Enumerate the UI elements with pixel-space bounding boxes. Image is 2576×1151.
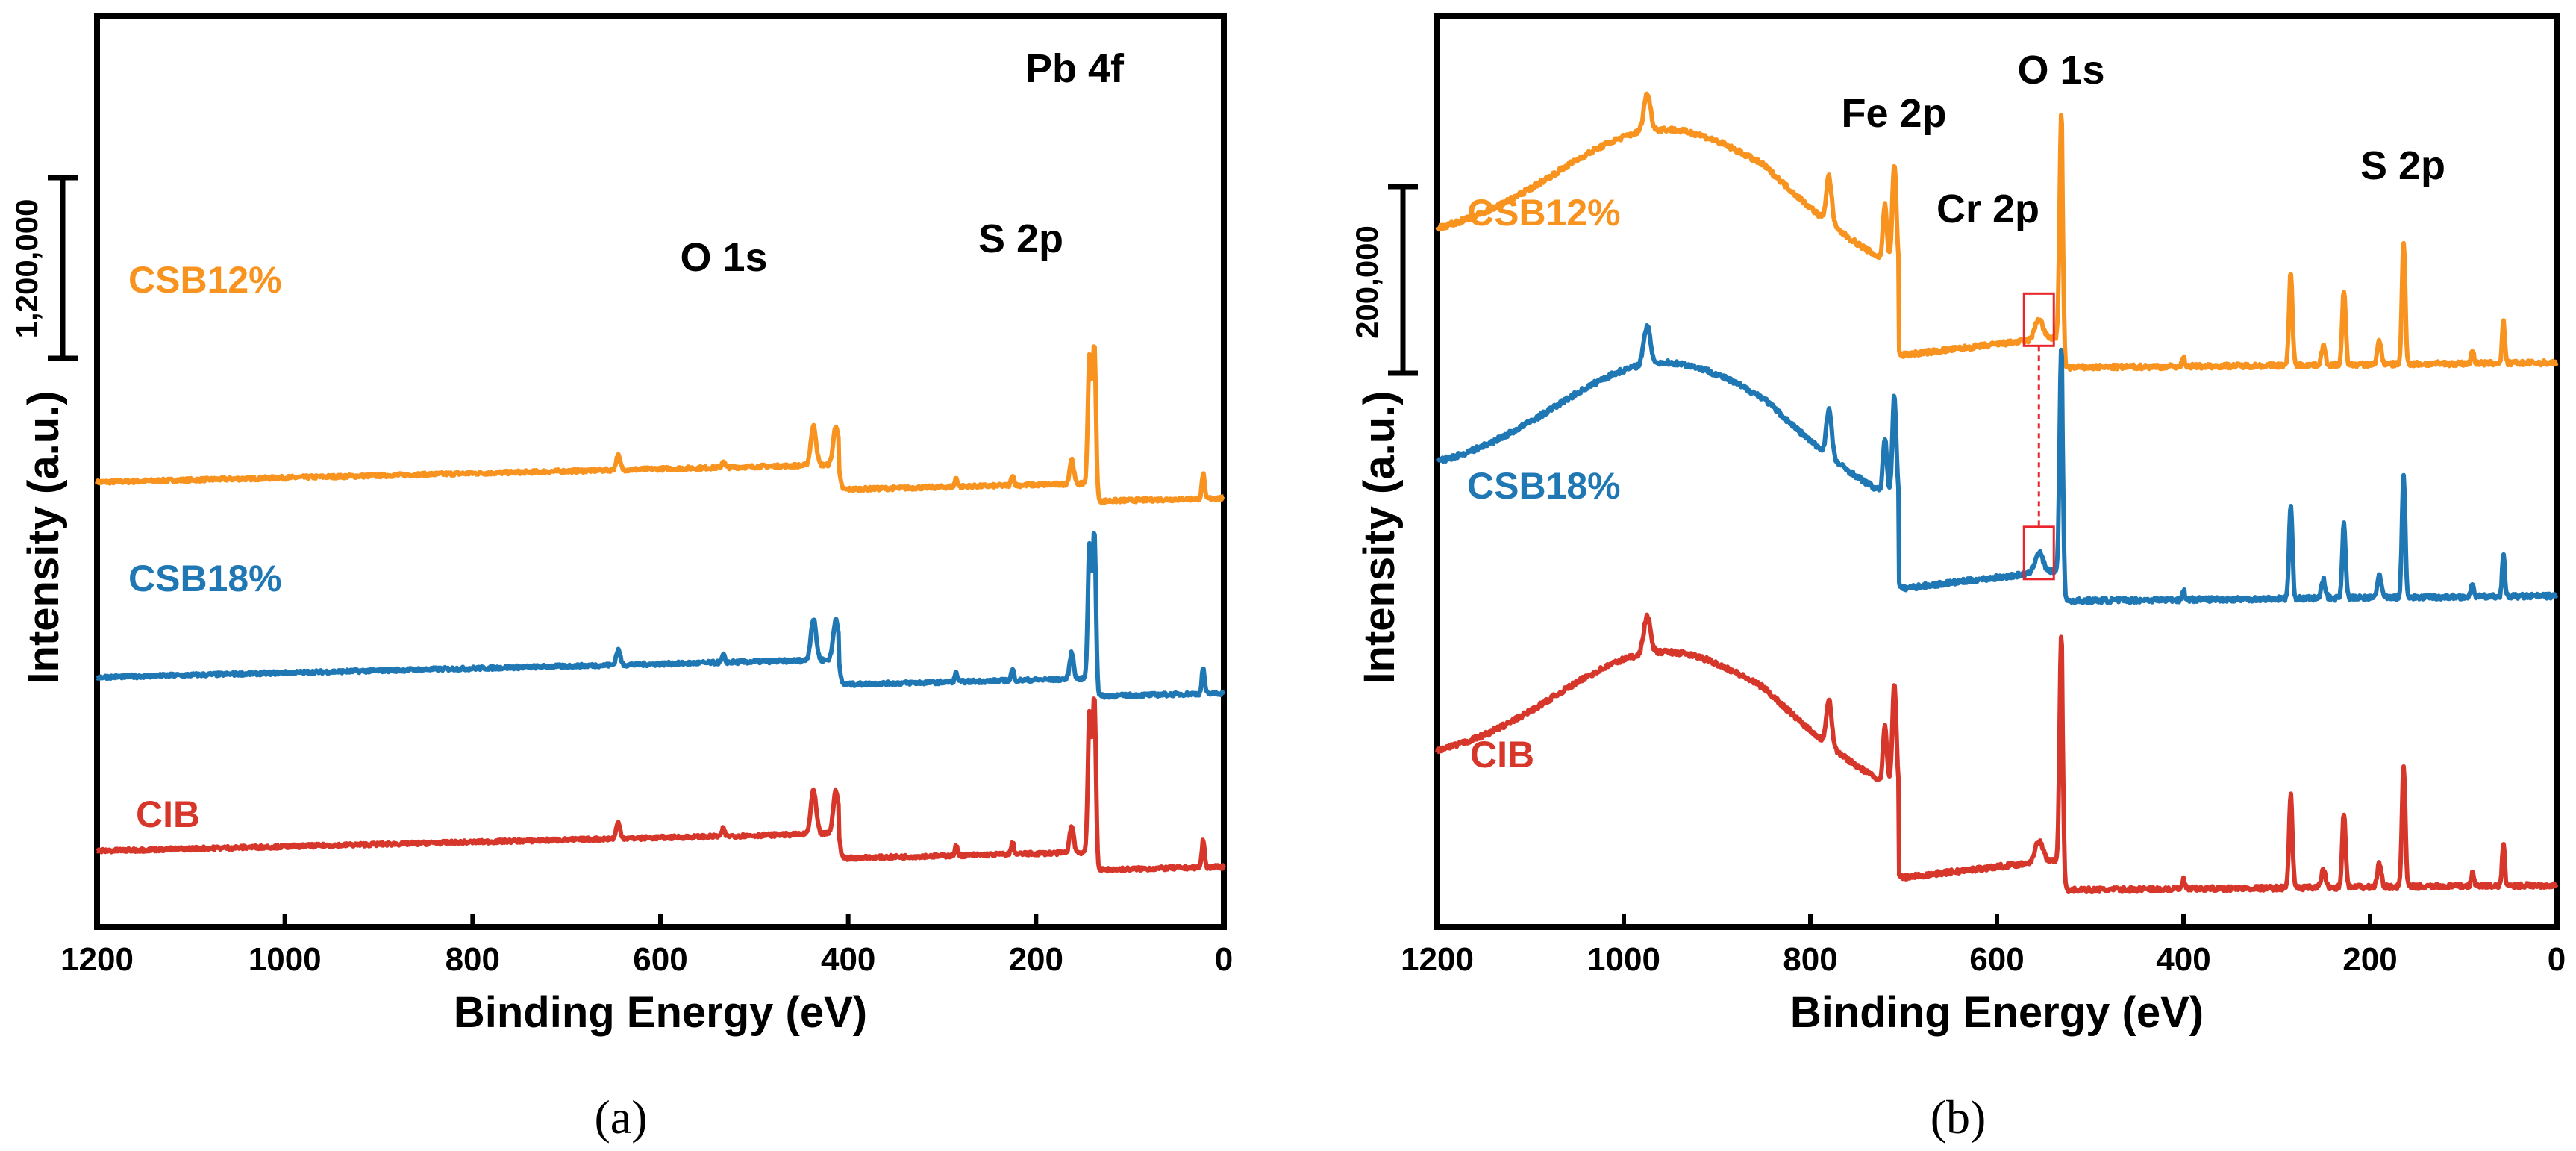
panel-a-peak-label-o1s: O 1s: [680, 235, 767, 280]
panel-b-tick-label-600: 600: [1969, 941, 2024, 978]
panel-a-peak-label-s2p: S 2p: [978, 216, 1063, 261]
panel-b-scale-bar: 200,000: [1349, 184, 1418, 376]
panel-b-tick-label-800: 800: [1783, 941, 1837, 978]
panel-b-spectra: [1435, 91, 2559, 895]
panel-b-series-csb18: [1435, 323, 2559, 605]
panel-b-tick-label-1000: 1000: [1587, 941, 1660, 978]
panel-a-tick-label-1000: 1000: [248, 941, 322, 978]
panel-b-peak-label-cr2p: Cr 2p: [1936, 187, 2039, 231]
panel-b-peak-label-o1s: O 1s: [2017, 48, 2104, 93]
panel-b-tick-label-400: 400: [2156, 941, 2210, 978]
panel-b-x-ticks: [1435, 914, 2559, 927]
panel-b-series-label-cib: CIB: [1470, 734, 1534, 776]
panel-a-tick-label-200: 200: [1009, 941, 1063, 978]
panel-b-peak-label-s2p: S 2p: [2360, 143, 2445, 188]
panel-b-y-axis-title: Intensity (a.u.): [1355, 390, 1404, 684]
panel-b-x-axis-title: Binding Energy (eV): [1790, 988, 2204, 1037]
panel-a-peak-label-pb4f: Pb 4f: [1025, 46, 1125, 91]
panel-b-scale-bar-label: 200,000: [1349, 225, 1384, 339]
panel-a-tick-label-800: 800: [446, 941, 500, 978]
panel-a-caption: (a): [594, 1091, 647, 1144]
panel-b-tick-label-1200: 1200: [1401, 941, 1474, 978]
panel-a-scale-bar: 1,200,000: [9, 175, 78, 361]
panel-a-scale-bar-label: 1,200,000: [9, 199, 44, 339]
panel-a-series-label-csb18: CSB18%: [128, 558, 282, 599]
panel-b: 1200 1000 800 600 400 200 0 Binding Ener…: [1349, 13, 2566, 1144]
panel-a-x-ticks: [95, 914, 1226, 927]
panel-b-cr2p-highlight: [2022, 292, 2055, 581]
panel-b-caption: (b): [1931, 1091, 1986, 1144]
panel-a-series-label-csb12: CSB12%: [128, 259, 282, 301]
panel-a-tick-label-400: 400: [821, 941, 875, 978]
panel-a-y-axis-title: Intensity (a.u.): [19, 390, 68, 684]
panel-b-tick-label-200: 200: [2342, 941, 2397, 978]
panel-a-series-label-cib: CIB: [136, 793, 200, 835]
panel-b-series-cib: [1435, 612, 2559, 895]
panel-b-peak-label-fe2p: Fe 2p: [1841, 91, 1946, 136]
panel-a-series-csb18: [96, 531, 1226, 700]
panel-b-series-label-csb18: CSB18%: [1467, 465, 1621, 507]
panel-a-tick-label-0: 0: [1215, 941, 1233, 978]
panel-a-x-tick-labels: 1200 1000 800 600 400 200 0: [60, 941, 1233, 978]
panel-a-series-csb12: [95, 344, 1225, 505]
panel-b-series-label-csb12: CSB12%: [1467, 192, 1621, 234]
panel-a-tick-label-600: 600: [633, 941, 687, 978]
panel-a-series-cib: [96, 696, 1226, 874]
panel-a-x-axis-title: Binding Energy (eV): [454, 988, 867, 1037]
panel-a-tick-label-1200: 1200: [60, 941, 134, 978]
panel-b-series-csb12: [1435, 91, 2559, 372]
panel-b-tick-label-0: 0: [2548, 941, 2566, 978]
panel-a-spectra: [95, 344, 1226, 874]
cr2p-box-csb18: [2022, 525, 2055, 581]
panel-a: 1200 1000 800 600 400 200 0 Binding Ener…: [9, 13, 1233, 1144]
panel-b-x-tick-labels: 1200 1000 800 600 400 200 0: [1401, 941, 2566, 978]
